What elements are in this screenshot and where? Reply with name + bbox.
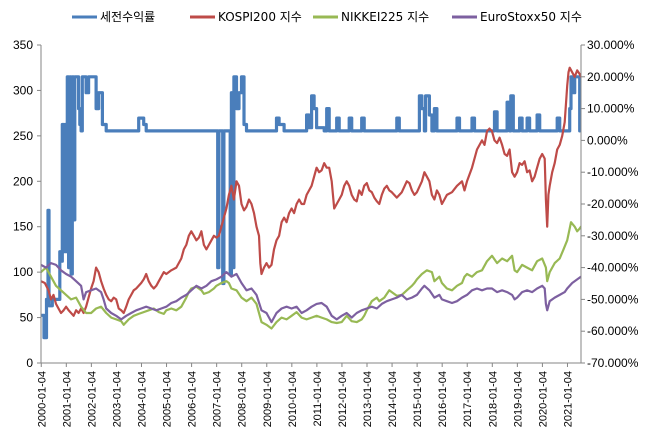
x-tick-label: 2001-01-04 [61, 371, 73, 427]
series-layer [41, 66, 581, 340]
x-tick-label: 2019-01-04 [512, 371, 524, 427]
x-tick-label: 2006-01-04 [187, 371, 199, 427]
x-tick-label: 2016-01-04 [437, 371, 449, 427]
x-tick-label: 2020-01-04 [537, 371, 549, 427]
x-tick-label: 2010-01-04 [287, 371, 299, 427]
x-tick-label: 2002-01-04 [86, 371, 98, 427]
legend-label-0: 세전수익률 [100, 10, 155, 24]
x-tick-label: 2021-01-04 [562, 371, 574, 427]
series-line-1 [41, 66, 581, 317]
x-tick-label: 2012-01-04 [337, 371, 349, 427]
series-line-2 [41, 221, 581, 330]
right-tick-label: -20.000% [587, 197, 639, 211]
right-tick-label: 20.000% [587, 70, 635, 84]
legend-label-2: NIKKEI225 지수 [341, 10, 429, 24]
x-tick-label: 2014-01-04 [387, 371, 399, 427]
x-tick-label: 2011-01-04 [312, 371, 324, 426]
x-tick-label: 2005-01-04 [162, 371, 174, 427]
right-tick-label: -10.000% [587, 165, 639, 179]
left-tick-label: 100 [13, 265, 33, 279]
x-tick-label: 2017-01-04 [462, 371, 474, 427]
x-tick-label: 2015-01-04 [412, 371, 424, 427]
right-tick-label: 30.000% [587, 38, 635, 52]
left-tick-label: 0 [26, 356, 33, 370]
legend: 세전수익률 KOSPI200 지수 NIKKEI225 지수 EuroStoxx50 … [72, 10, 582, 24]
x-tick-label: 2007-01-04 [212, 371, 224, 427]
left-tick-label: 350 [13, 38, 33, 52]
right-tick-label: -50.000% [587, 292, 639, 306]
legend-label-3: EuroStoxx50 지수 [480, 10, 582, 24]
right-tick-label: -70.000% [587, 356, 639, 370]
left-tick-label: 300 [13, 83, 33, 97]
x-tick-label: 2008-01-04 [237, 371, 249, 427]
x-tick-label: 2009-01-04 [262, 371, 274, 427]
left-tick-label: 250 [13, 129, 33, 143]
x-tick-label: 2003-01-04 [111, 371, 123, 427]
axes-layer: 0 50 100 150 200 250 300 350 -70.000% -60.000% -50… [13, 38, 639, 427]
x-tick-label: 2004-01-04 [136, 371, 148, 427]
x-tick-label: 2018-01-04 [487, 371, 499, 427]
left-tick-label: 200 [13, 174, 33, 188]
series-line-0 [41, 75, 581, 340]
right-tick-label: -60.000% [587, 324, 639, 338]
right-tick-label: -30.000% [587, 229, 639, 243]
legend-label-1: KOSPI200 지수 [218, 10, 302, 24]
x-tick-label: 2000-01-04 [36, 371, 48, 427]
x-tick-label: 2013-01-04 [362, 371, 374, 427]
left-tick-label: 50 [20, 311, 34, 325]
left-tick-label: 150 [13, 220, 33, 234]
right-tick-label: 0.000% [587, 133, 628, 147]
series-line-3 [41, 262, 581, 324]
right-tick-label: 10.000% [587, 102, 635, 116]
right-tick-label: -40.000% [587, 261, 639, 275]
